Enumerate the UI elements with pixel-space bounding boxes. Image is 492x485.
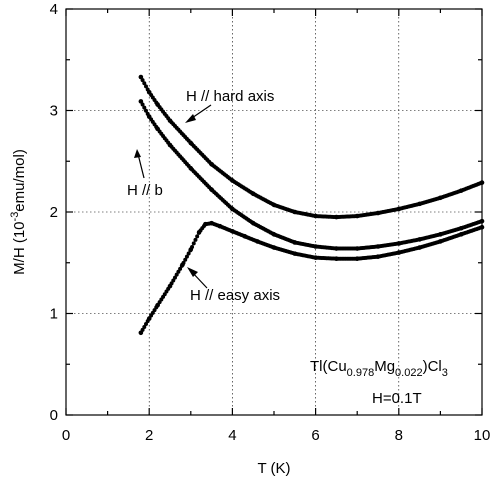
series-dot bbox=[183, 257, 188, 262]
series-dot bbox=[138, 99, 143, 104]
series-0 bbox=[138, 74, 485, 220]
series-dot bbox=[193, 237, 198, 242]
series-dot bbox=[140, 102, 145, 107]
arrow-easy-axis bbox=[187, 267, 208, 289]
x-axis-title: T (K) bbox=[257, 460, 290, 477]
series-dot bbox=[142, 324, 147, 329]
label-hard-axis: H // hard axis bbox=[186, 88, 274, 105]
series-dot bbox=[184, 254, 189, 259]
x-tick-label: 10 bbox=[474, 427, 491, 444]
x-tick-labels: 0 2 4 6 8 10 bbox=[62, 427, 491, 444]
series-dot bbox=[174, 272, 179, 277]
series-dot bbox=[188, 248, 193, 253]
field-label: H=0.1T bbox=[372, 390, 422, 407]
series-dot bbox=[176, 269, 181, 274]
label-easy-axis: H // easy axis bbox=[190, 287, 280, 304]
y-axis-title: M/H (10-3emu/mol) bbox=[9, 149, 28, 275]
series-dot bbox=[190, 244, 195, 249]
data-points bbox=[138, 74, 485, 336]
x-tick-label: 8 bbox=[395, 427, 403, 444]
series-dot bbox=[178, 266, 183, 271]
y-tick-label: 0 bbox=[50, 407, 58, 424]
series-dot bbox=[181, 260, 186, 265]
series-dot bbox=[138, 75, 143, 80]
series-dot bbox=[171, 278, 176, 283]
label-b: H // b bbox=[127, 182, 163, 199]
x-tick-label: 0 bbox=[62, 427, 70, 444]
series-dot bbox=[179, 263, 184, 268]
y-tick-label: 2 bbox=[50, 204, 58, 221]
arrow-b bbox=[134, 149, 145, 179]
series-dot bbox=[145, 319, 150, 324]
series-dot bbox=[167, 284, 172, 289]
series-dot bbox=[140, 78, 145, 83]
series-dot bbox=[172, 275, 177, 280]
compound-formula: Tl(Cu0.978Mg0.022)Cl3 bbox=[310, 358, 448, 379]
series-dot bbox=[186, 251, 191, 256]
series-dot bbox=[169, 281, 174, 286]
series-dot bbox=[145, 111, 150, 116]
series-dot bbox=[140, 327, 145, 332]
y-tick-label: 1 bbox=[50, 306, 58, 323]
grid-lines bbox=[66, 9, 482, 415]
series-dot bbox=[138, 330, 143, 335]
series-dot bbox=[480, 219, 484, 224]
series-dot bbox=[143, 322, 148, 327]
series-dot bbox=[480, 180, 484, 185]
x-tick-label: 6 bbox=[311, 427, 319, 444]
axis-ticks bbox=[65, 8, 483, 416]
x-tick-label: 4 bbox=[228, 427, 236, 444]
arrow-hard-axis bbox=[185, 104, 212, 123]
series-1 bbox=[138, 99, 485, 251]
series-dot bbox=[142, 81, 147, 86]
y-tick-label: 3 bbox=[50, 103, 58, 120]
series-dot bbox=[480, 225, 484, 230]
series-dot bbox=[142, 105, 147, 110]
series-dot bbox=[145, 87, 150, 92]
y-tick-label: 4 bbox=[50, 1, 58, 18]
y-tick-labels: 0 1 2 3 4 bbox=[50, 1, 58, 424]
series-dot bbox=[195, 234, 200, 239]
series-2 bbox=[138, 220, 485, 336]
series-dot bbox=[191, 241, 196, 246]
series-dot bbox=[143, 108, 148, 113]
x-tick-label: 2 bbox=[145, 427, 153, 444]
series-dot bbox=[143, 84, 148, 89]
